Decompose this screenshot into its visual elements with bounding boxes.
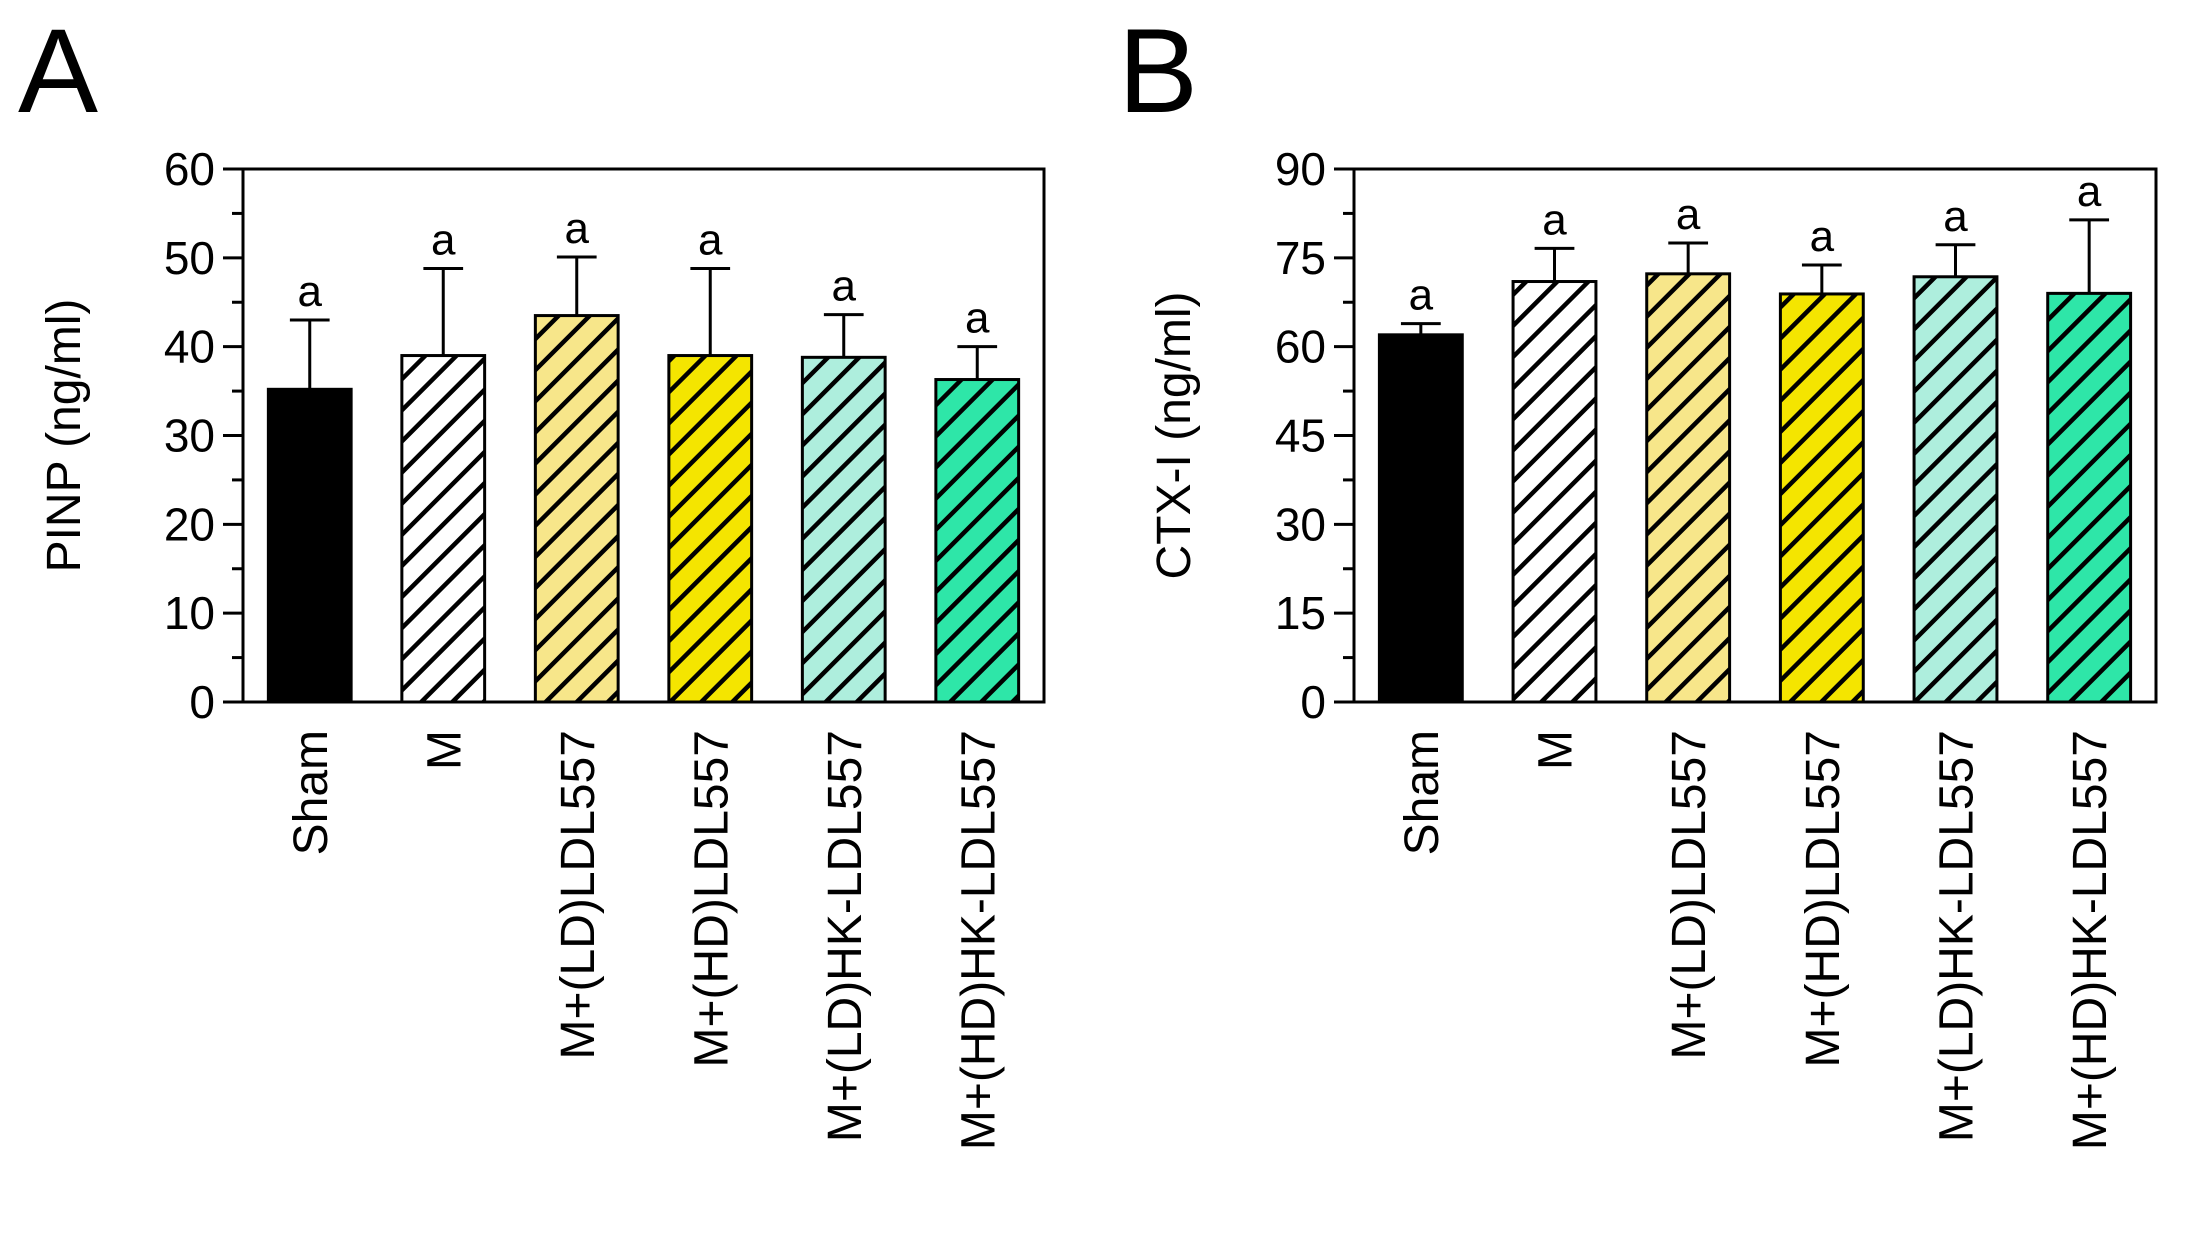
bar-hatch <box>668 355 752 702</box>
chart-ctx-i: 0 15 30 45 60 75 90 a Sham a Ma M+(LD)LDL557 a M+(HD)… <box>1148 143 2158 1150</box>
y-tick-label: 10 <box>164 587 215 639</box>
y-tick-label: 0 <box>189 676 215 728</box>
bar-hatch <box>1513 281 1596 702</box>
significance-label: a <box>565 204 590 253</box>
y-tick-label: 75 <box>1275 232 1326 284</box>
category-label: M <box>418 730 471 770</box>
bar-fill <box>1379 334 1463 702</box>
y-tick-label: 60 <box>164 143 215 195</box>
bar-hatch <box>1914 276 1997 702</box>
bar-hatch <box>802 357 886 702</box>
y-tick-label: 40 <box>164 321 215 373</box>
y-tick-label: 15 <box>1275 587 1326 639</box>
significance-label: a <box>832 262 857 311</box>
y-tick-label: 60 <box>1275 321 1326 373</box>
significance-label: a <box>1943 192 1968 241</box>
bar-hatch <box>1780 293 1864 702</box>
bar-hatch <box>2047 293 2131 702</box>
category-label: M+(LD)LDL557 <box>1663 730 1716 1059</box>
category-label: M+(HD)LDL557 <box>1797 730 1850 1067</box>
y-axis-title: CTX-I (ng/ml) <box>1148 292 1201 580</box>
bar-hatch <box>1646 273 1730 702</box>
category-label: Sham <box>1396 730 1449 855</box>
panel-label-b: B <box>1118 4 1198 138</box>
y-axis-title: PINP (ng/ml) <box>38 299 91 573</box>
significance-label: a <box>2077 167 2102 216</box>
y-tick-label: 30 <box>1275 498 1326 550</box>
y-tick-label: 0 <box>1300 676 1326 728</box>
significance-label: a <box>1676 190 1701 239</box>
category-label: Sham <box>285 730 338 855</box>
y-tick-label: 30 <box>164 410 215 462</box>
category-label: M <box>1530 730 1583 770</box>
bar-hatch <box>401 355 485 702</box>
bar-hatch <box>535 315 619 702</box>
significance-label: a <box>1542 195 1567 244</box>
bar-hatch <box>935 379 1019 702</box>
y-tick-label: 45 <box>1275 410 1326 462</box>
significance-label: a <box>698 215 723 264</box>
category-label: M+(LD)HK-LDL557 <box>1931 730 1984 1142</box>
plot-frame <box>241 167 1046 704</box>
significance-label: a <box>431 215 456 264</box>
category-label: M+(HD)LDL557 <box>685 730 738 1067</box>
panel-label-a: A <box>18 4 98 138</box>
y-tick-label: 20 <box>164 498 215 550</box>
chart-pinp: 0 10 20 30 40 50 60 a Sham a Ma M+(LD)LDL557 a M+(HD)… <box>38 143 1046 1150</box>
y-tick-label: 90 <box>1275 143 1326 195</box>
significance-label: a <box>298 267 323 316</box>
category-label: M+(HD)HK-LDL557 <box>2064 730 2117 1150</box>
significance-label: a <box>1810 212 1835 261</box>
category-label: M+(LD)LDL557 <box>552 730 605 1059</box>
y-tick-label: 50 <box>164 232 215 284</box>
bar-fill <box>268 389 352 702</box>
plot-frame <box>1352 167 2158 704</box>
category-label: M+(HD)HK-LDL557 <box>952 730 1005 1150</box>
category-label: M+(LD)HK-LDL557 <box>819 730 872 1142</box>
significance-label: a <box>965 294 990 343</box>
significance-label: a <box>1409 271 1434 320</box>
